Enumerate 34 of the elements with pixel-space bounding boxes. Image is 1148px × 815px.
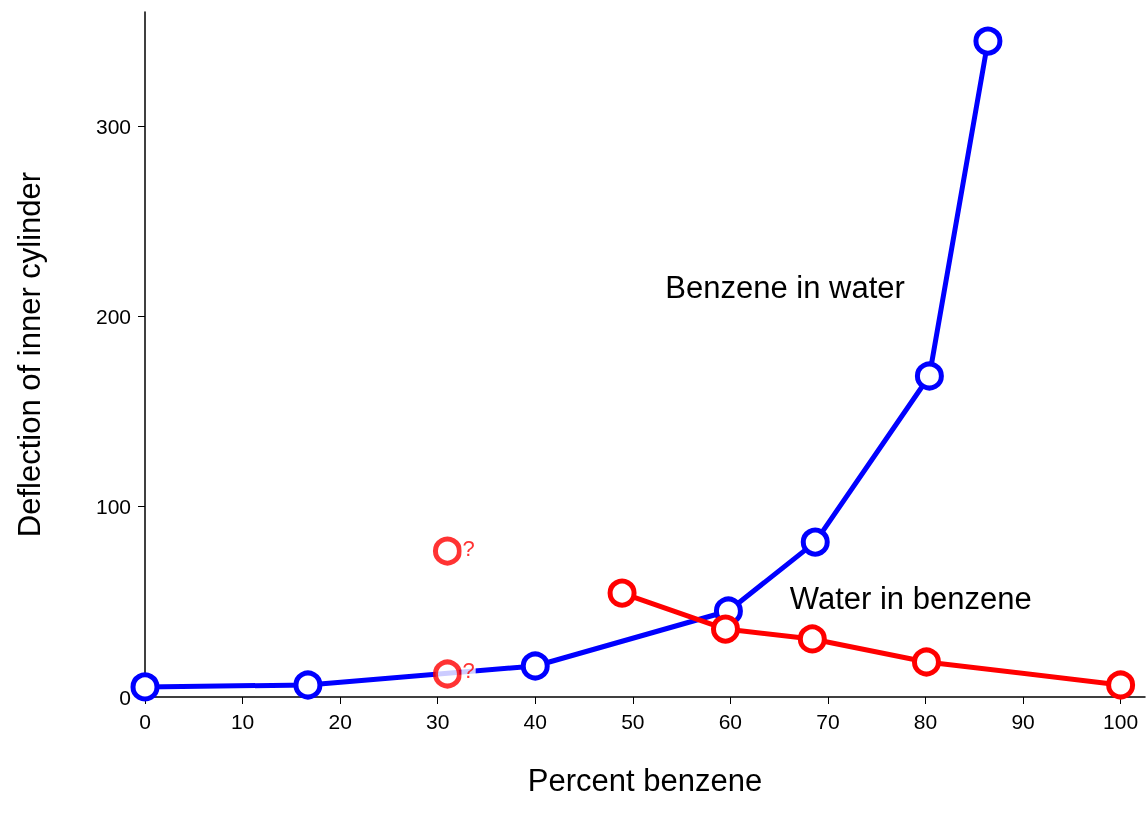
x-tick-label: 60 <box>718 710 743 733</box>
point <box>607 578 637 608</box>
point <box>432 659 462 689</box>
x-tick-label: 0 <box>139 710 151 733</box>
point <box>432 536 462 566</box>
x-tick-label: 100 <box>1103 710 1139 733</box>
series-label: Water in benzene <box>789 581 1032 617</box>
x-tick-label: 70 <box>816 710 840 733</box>
annotation: ? <box>462 535 475 561</box>
point <box>1106 670 1136 700</box>
x-tick-label: 90 <box>1011 710 1035 733</box>
y-tick-label: 300 <box>95 114 131 138</box>
series-label: Benzene in water <box>665 269 905 305</box>
point <box>130 672 160 702</box>
x-tick-label: 30 <box>426 710 450 733</box>
point <box>800 527 830 557</box>
x-tick-label: 40 <box>523 710 547 733</box>
point <box>911 647 941 677</box>
y-axis-title: Deflection of inner cylinder <box>12 171 47 538</box>
x-tick-label: 10 <box>230 710 255 733</box>
x-axis-title: Percent benzene <box>527 763 763 798</box>
point <box>711 614 740 644</box>
point <box>520 651 550 681</box>
y-tick-label: 100 <box>95 495 131 519</box>
x-tick-label: 20 <box>328 710 352 733</box>
point <box>293 670 323 700</box>
y-tick-label: 200 <box>95 304 131 328</box>
point <box>797 624 827 654</box>
annotation: ? <box>462 658 475 684</box>
point <box>973 26 1003 56</box>
point <box>914 361 944 391</box>
x-tick-label: 50 <box>621 710 645 733</box>
x-tick-label: 80 <box>913 710 938 733</box>
y-tick-label: 0 <box>119 685 131 709</box>
